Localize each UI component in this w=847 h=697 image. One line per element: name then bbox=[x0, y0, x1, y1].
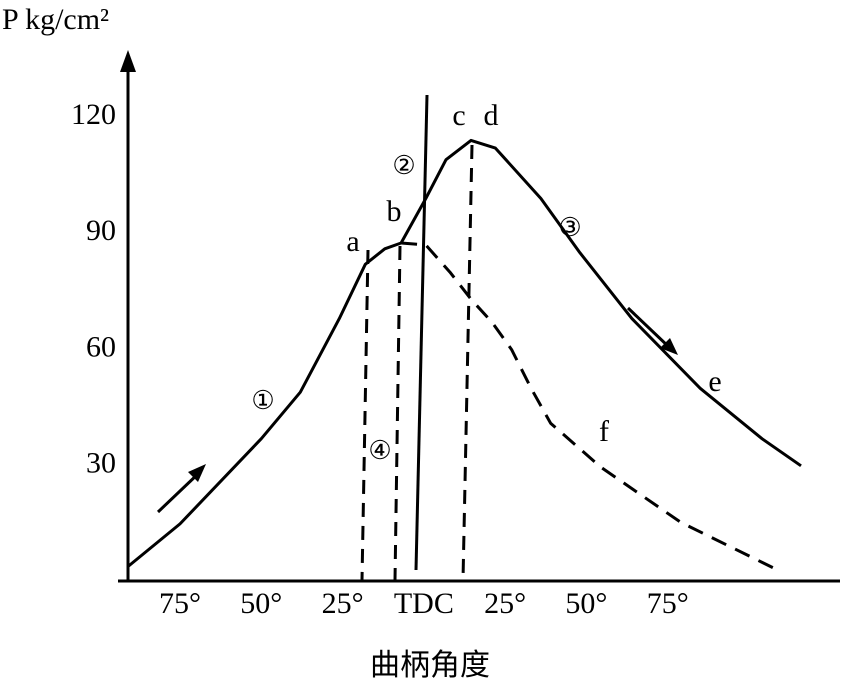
y-tick-label: 120 bbox=[71, 98, 116, 131]
data-line bbox=[127, 138, 802, 568]
point-label: d bbox=[484, 99, 499, 132]
y-tick-label: 60 bbox=[86, 330, 116, 363]
arrow-up-head bbox=[188, 464, 206, 482]
marker-a bbox=[360, 249, 370, 581]
tdc-line bbox=[414, 94, 429, 571]
phase-label: ① bbox=[251, 386, 274, 415]
x-tick-label: 50° bbox=[565, 587, 607, 620]
x-tick-label: 25° bbox=[322, 587, 364, 620]
x-tick-label: 75° bbox=[647, 587, 689, 620]
arrow-up bbox=[156, 470, 202, 514]
x-tick-label: 50° bbox=[240, 587, 282, 620]
point-label: e bbox=[708, 365, 721, 398]
marker-d bbox=[461, 144, 474, 581]
y-axis-arrow bbox=[120, 50, 136, 72]
y-axis-label: P kg/cm² bbox=[2, 3, 109, 36]
marker-b bbox=[393, 245, 402, 581]
y-tick-label: 90 bbox=[86, 214, 116, 247]
x-tick-label: 25° bbox=[484, 587, 526, 620]
x-tick-label: 75° bbox=[159, 587, 201, 620]
arrow-down-head bbox=[660, 338, 678, 355]
phase-label: ④ bbox=[368, 436, 391, 465]
x-tick-label: TDC bbox=[394, 587, 454, 620]
data-line bbox=[400, 241, 783, 574]
point-label: b bbox=[387, 195, 402, 228]
phase-label: ② bbox=[392, 151, 415, 180]
point-label: c bbox=[452, 99, 465, 132]
phase-label: ③ bbox=[558, 213, 581, 242]
y-tick-label: 30 bbox=[86, 447, 116, 480]
point-label: a bbox=[346, 225, 359, 258]
x-axis-label: 曲柄角度 bbox=[370, 649, 490, 682]
point-label: f bbox=[599, 415, 609, 448]
arrow-down bbox=[626, 306, 672, 350]
